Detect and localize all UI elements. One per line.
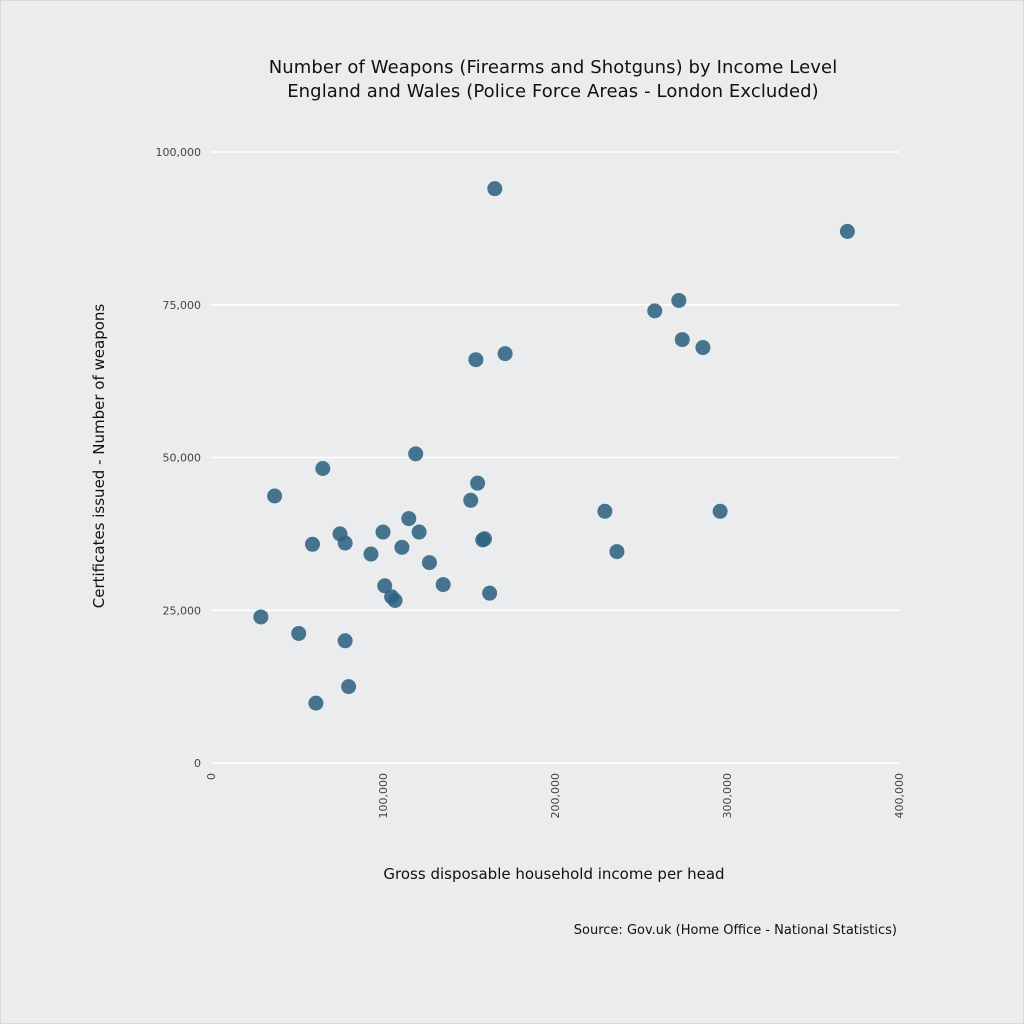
scatter-point [394, 539, 410, 555]
scatter-point [468, 352, 484, 368]
scatter-point [671, 292, 687, 308]
tick-layer: 0 25,000 50,000 75,000 100,000 0 100,000 200,00… [156, 146, 907, 819]
y-tick-label: 50,000 [163, 452, 202, 465]
scatter-point [377, 578, 393, 594]
scatter-point [411, 524, 427, 540]
scatter-point [476, 531, 492, 547]
scatter-point [435, 577, 451, 593]
scatter-point [470, 475, 486, 491]
grid-layer [211, 151, 899, 764]
x-axis-label: Gross disposable household income per he… [383, 865, 725, 883]
y-tick-label: 100,000 [156, 146, 202, 159]
scatter-point [363, 546, 379, 562]
scatter-point [497, 346, 513, 362]
scatter-point [674, 332, 690, 348]
y-tick-label: 75,000 [163, 299, 202, 312]
x-tick-label: 0 [205, 773, 218, 780]
scatter-point [482, 585, 498, 601]
x-tick-label: 300,000 [721, 773, 734, 819]
chart-subtitle: England and Wales (Police Force Areas - … [287, 81, 819, 102]
scatter-point [387, 592, 403, 608]
x-tick-label: 200,000 [549, 773, 562, 819]
scatter-point [253, 609, 269, 625]
scatter-point [308, 695, 324, 711]
scatter-point [375, 524, 391, 540]
scatter-point [337, 633, 353, 649]
y-tick-label: 25,000 [163, 604, 202, 617]
scatter-point [463, 492, 479, 508]
scatter-point [408, 446, 424, 462]
scatter-point [291, 625, 307, 641]
scatter-point [712, 503, 728, 519]
scatter-point [597, 503, 613, 519]
scatter-point [267, 488, 283, 504]
y-tick-label: 0 [194, 757, 201, 770]
source-note: Source: Gov.uk (Home Office - National S… [573, 923, 897, 938]
scatter-point [421, 555, 437, 571]
scatter-point [304, 536, 320, 552]
y-axis-label: Certificates issued - Number of weapons [90, 303, 108, 609]
scatter-point [315, 460, 331, 476]
scatter-point [695, 340, 711, 356]
x-tick-label: 100,000 [377, 773, 390, 819]
scatter-point [839, 223, 855, 239]
x-tick-label: 400,000 [893, 773, 906, 819]
scatter-point [337, 535, 353, 551]
chart-title-block: Number of Weapons (Firearms and Shotguns… [1, 56, 1024, 104]
chart-title: Number of Weapons (Firearms and Shotguns… [268, 57, 838, 78]
scatter-point [609, 544, 625, 560]
scatter-point [401, 511, 417, 527]
scatter-point [487, 181, 503, 197]
point-layer [253, 181, 855, 711]
scatter-point [341, 679, 357, 695]
scatter-point [647, 303, 663, 319]
